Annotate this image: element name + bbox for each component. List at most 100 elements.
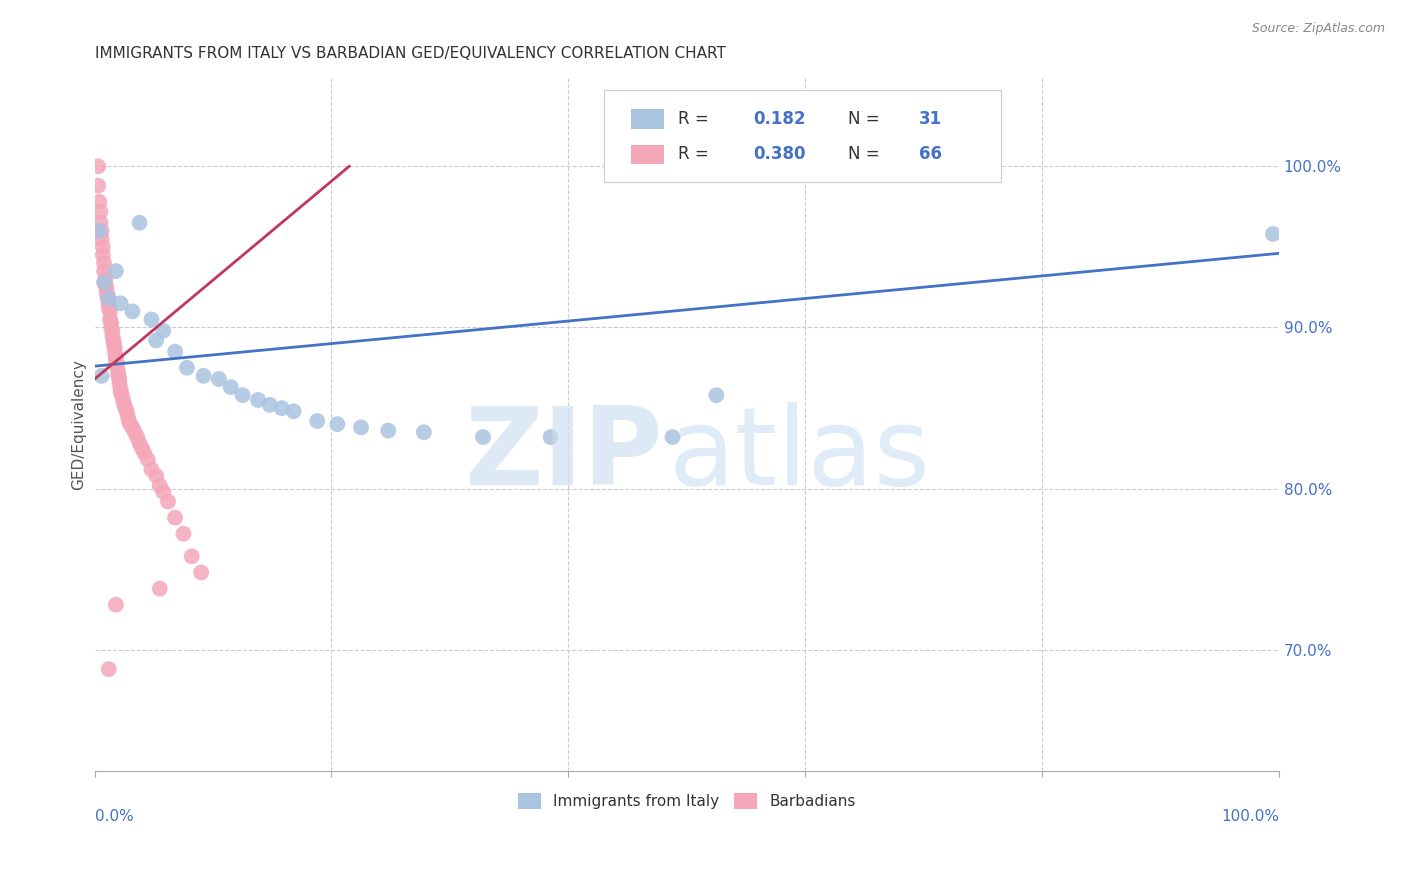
Text: ZIP: ZIP (464, 402, 664, 508)
Point (104, 598, 127, 612)
Point (104, 352, 127, 367)
Point (283, 404, 305, 418)
Point (165, 344, 187, 359)
Point (152, 484, 174, 499)
Point (101, 328, 124, 343)
Text: R =: R = (679, 145, 709, 163)
Point (124, 425, 146, 440)
Point (97, 292, 120, 306)
Point (121, 420, 143, 434)
Point (105, 356, 128, 370)
Point (180, 549, 202, 564)
Point (190, 566, 212, 580)
Point (120, 417, 142, 432)
Point (176, 360, 198, 375)
Point (127, 430, 149, 444)
Point (107, 368, 129, 383)
Text: 0.182: 0.182 (754, 110, 806, 128)
Point (105, 360, 128, 375)
FancyBboxPatch shape (603, 90, 1001, 182)
Point (110, 384, 132, 399)
Point (89, 204, 111, 219)
Point (87, 178, 110, 193)
Point (108, 376, 131, 391)
FancyBboxPatch shape (631, 145, 664, 164)
Text: atlas: atlas (669, 402, 931, 508)
FancyBboxPatch shape (631, 109, 664, 128)
Text: 0.0%: 0.0% (94, 809, 134, 824)
Point (100, 316, 122, 330)
Point (412, 425, 434, 440)
Point (115, 404, 138, 418)
Text: 66: 66 (920, 145, 942, 163)
Point (97, 301, 120, 315)
Point (91, 240, 114, 254)
Point (91, 248, 114, 262)
Point (149, 478, 172, 492)
Point (128, 216, 150, 230)
Point (97, 288, 120, 302)
Point (350, 420, 373, 434)
Point (93, 276, 115, 290)
Point (114, 401, 136, 415)
Point (94, 276, 117, 290)
Point (232, 388, 254, 402)
Point (87, 159, 110, 173)
Point (128, 436, 150, 450)
Text: N =: N = (848, 145, 879, 163)
Point (108, 372, 131, 386)
Point (111, 392, 134, 407)
Point (121, 304, 143, 318)
Point (93, 256, 115, 270)
Point (104, 344, 127, 359)
Point (93, 264, 115, 278)
Point (104, 350, 127, 364)
Point (100, 320, 122, 334)
Text: N =: N = (848, 110, 879, 128)
Point (472, 430, 495, 444)
Point (270, 401, 292, 415)
Point (377, 424, 399, 438)
Point (112, 398, 135, 412)
Text: Source: ZipAtlas.com: Source: ZipAtlas.com (1251, 22, 1385, 36)
Point (136, 452, 159, 467)
Point (661, 430, 683, 444)
Point (89, 224, 111, 238)
Point (149, 582, 172, 596)
Point (101, 324, 124, 338)
Point (307, 414, 329, 428)
Point (208, 372, 231, 386)
Point (90, 232, 112, 246)
Point (103, 336, 125, 351)
Point (193, 368, 215, 383)
Point (98, 312, 121, 326)
Point (165, 510, 187, 524)
Text: IMMIGRANTS FROM ITALY VS BARBADIAN GED/EQUIVALENCY CORRELATION CHART: IMMIGRANTS FROM ITALY VS BARBADIAN GED/E… (94, 46, 725, 62)
Text: 0.380: 0.380 (754, 145, 806, 163)
Y-axis label: GED/Equivalency: GED/Equivalency (72, 359, 86, 490)
Point (90, 368, 112, 383)
Point (247, 392, 270, 407)
Point (156, 494, 179, 508)
Legend: Immigrants from Italy, Barbadians: Immigrants from Italy, Barbadians (512, 787, 862, 815)
Point (110, 382, 132, 396)
Point (90, 224, 112, 238)
Point (118, 414, 141, 428)
Text: R =: R = (679, 110, 709, 128)
Point (219, 380, 242, 394)
Point (111, 388, 134, 402)
Point (1261, 227, 1284, 241)
Point (131, 442, 153, 456)
Point (540, 430, 562, 444)
Point (97, 662, 120, 676)
Point (117, 409, 139, 424)
Point (104, 264, 127, 278)
Point (104, 340, 127, 354)
Text: 31: 31 (920, 110, 942, 128)
Text: 100.0%: 100.0% (1220, 809, 1279, 824)
Point (259, 398, 281, 412)
Point (110, 296, 132, 310)
Point (89, 216, 111, 230)
Point (172, 526, 194, 541)
Point (107, 366, 129, 380)
